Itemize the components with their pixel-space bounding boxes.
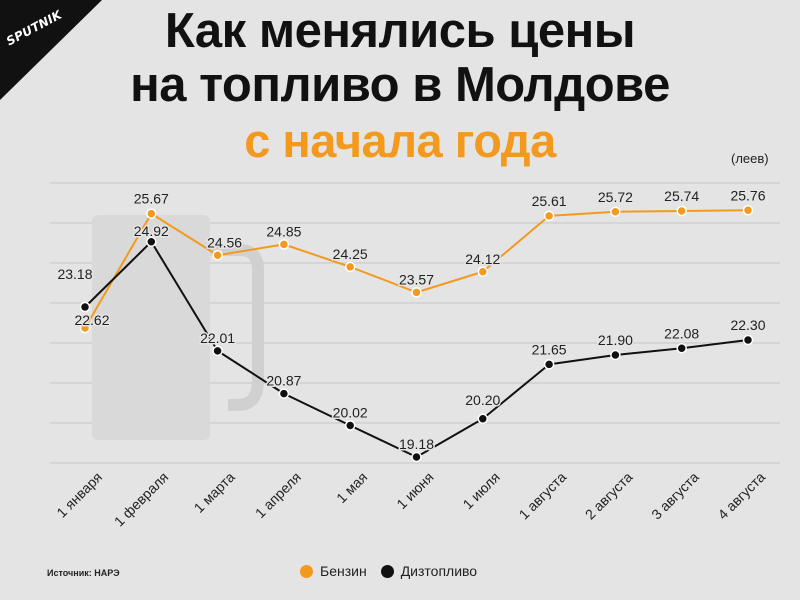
pump-hose-shape — [210, 244, 264, 411]
data-label-diesel: 20.20 — [465, 392, 500, 408]
data-label-petrol: 24.56 — [207, 234, 242, 250]
legend-label-diesel: Дизтопливо — [400, 563, 478, 579]
x-tick-label: 4 августа — [714, 469, 768, 523]
legend-item-petrol: Бензин — [300, 563, 367, 579]
data-point-diesel — [477, 413, 489, 424]
data-label-diesel: 22.30 — [730, 317, 765, 333]
data-point-petrol — [344, 261, 356, 273]
legend-marker-petrol — [300, 564, 313, 578]
unit-label: (леев) — [731, 151, 769, 166]
pump-body-shape — [92, 215, 210, 440]
data-labels: 22.62 25.67 24.56 24.85 24.25 23.57 24.12 25.61… — [56, 186, 767, 454]
data-label-petrol: 24.12 — [465, 251, 500, 267]
data-label-petrol: 25.74 — [664, 188, 699, 204]
x-axis: 1 января 1 февраля 1 марта 1 апреля 1 мая 1 и… — [53, 469, 768, 530]
data-point-diesel — [278, 388, 290, 399]
sputnik-logo: SPUTNIK — [0, 0, 105, 100]
data-label-diesel: 20.02 — [333, 405, 368, 421]
x-tick-label: 1 января — [53, 469, 105, 521]
data-point-diesel — [344, 420, 356, 431]
data-point-diesel — [543, 359, 555, 370]
series-points — [79, 205, 754, 463]
data-point-petrol — [79, 322, 91, 334]
data-point-petrol — [742, 205, 754, 216]
data-label-diesel: 22.01 — [200, 330, 235, 346]
data-point-petrol — [477, 266, 489, 277]
data-label-petrol: 24.85 — [266, 223, 301, 239]
data-point-diesel — [411, 451, 422, 463]
data-label-petrol: 25.61 — [532, 193, 567, 209]
x-tick-label: 3 августа — [648, 469, 702, 523]
data-label-petrol: 25.76 — [730, 187, 765, 203]
page-title: Как менялись цены на топливо в Молдове — [0, 4, 800, 112]
data-label-diesel: 21.90 — [598, 332, 633, 348]
x-tick-label: 1 июля — [459, 469, 502, 512]
data-point-petrol — [278, 239, 290, 250]
data-label-petrol: 25.72 — [598, 189, 633, 205]
data-point-diesel — [212, 345, 223, 357]
data-point-petrol — [543, 210, 555, 222]
data-point-petrol — [212, 250, 223, 261]
data-point-diesel — [742, 334, 754, 346]
data-label-diesel: 21.65 — [532, 341, 567, 357]
title-line-2: на топливо в Молдове — [130, 58, 670, 112]
x-tick-label: 2 августа — [582, 469, 636, 523]
source-note: Источник: НАРЭ — [47, 568, 120, 578]
data-point-petrol — [676, 205, 687, 217]
x-tick-label: 1 августа — [516, 469, 570, 523]
x-tick-label: 1 июня — [393, 469, 436, 512]
data-label-diesel: 23.18 — [57, 266, 92, 282]
data-label-diesel: 24.92 — [134, 223, 169, 239]
data-point-diesel — [676, 343, 687, 354]
x-tick-label: 1 апреля — [252, 469, 304, 521]
data-point-petrol — [610, 206, 621, 217]
data-point-diesel — [79, 301, 91, 313]
data-label-petrol: 24.25 — [333, 246, 368, 262]
data-point-petrol — [146, 208, 157, 219]
data-point-diesel — [146, 236, 157, 247]
legend-marker-diesel — [380, 564, 394, 578]
data-label-petrol: 22.62 — [74, 312, 109, 328]
data-point-diesel — [610, 349, 621, 361]
page-subtitle: с начала года — [244, 114, 556, 167]
data-label-petrol: 25.67 — [134, 191, 169, 207]
data-label-diesel: 20.87 — [266, 373, 301, 389]
data-label-diesel: 19.18 — [399, 436, 434, 452]
x-tick-label: 1 февраля — [111, 469, 172, 530]
title-line-1: Как менялись цены — [164, 4, 636, 58]
logo-triangle — [0, 0, 102, 100]
x-tick-label: 1 марта — [191, 469, 238, 516]
legend-label-petrol: Бензин — [320, 563, 367, 579]
x-tick-label: 1 мая — [333, 469, 370, 506]
legend: Бензин Дизтопливо — [300, 563, 491, 579]
data-point-petrol — [411, 287, 422, 298]
data-label-petrol: 23.57 — [399, 271, 434, 287]
data-label-diesel: 22.08 — [664, 325, 699, 341]
legend-item-diesel: Дизтопливо — [380, 563, 478, 579]
